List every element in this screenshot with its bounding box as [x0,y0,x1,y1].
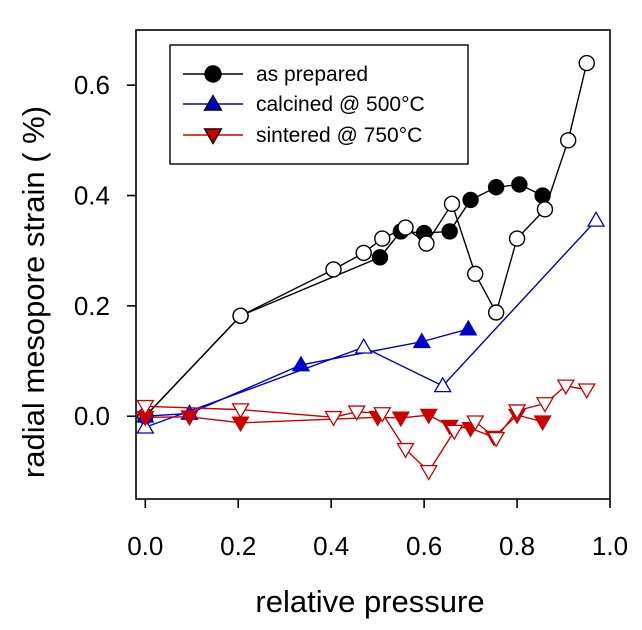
legend-marker [204,65,222,83]
legend-label: as prepared [256,63,368,86]
y-tick-label: 0.6 [74,70,110,100]
x-tick-label: 0.2 [220,531,256,561]
data-point-desorption [136,399,155,416]
data-point-desorption [559,132,577,149]
data-point-adsorption [533,415,552,432]
data-point-desorption [354,337,373,354]
data-point-desorption [324,410,343,427]
series-layer [136,54,606,481]
data-point-desorption [508,230,526,247]
x-tick-label: 0.4 [313,531,349,561]
series-line-desorption [145,385,587,473]
legend-label: sintered @ 750°C [256,124,422,147]
data-point-desorption [586,211,606,227]
data-point-desorption [466,415,485,432]
x-tick-label: 0.0 [127,531,163,561]
y-axis-ticks: 0.0 0.2 0.4 0.6 [74,70,136,431]
data-point-desorption [347,405,366,422]
data-point-adsorption [412,332,431,349]
data-point-adsorption [441,223,458,240]
data-point-desorption [536,201,554,218]
data-point-desorption [232,307,249,325]
data-point-desorption [535,397,555,413]
y-tick-label: 0.2 [74,291,110,321]
data-point-desorption [556,379,575,396]
data-point-adsorption [291,355,311,372]
data-point-desorption [325,261,342,278]
legend-marker [203,128,223,145]
series-line-desorption [145,219,597,428]
data-point-desorption [445,424,464,441]
y-tick-label: 0.4 [74,181,110,211]
data-point-desorption [373,407,392,423]
data-point-desorption [418,235,435,252]
x-axis-ticks: 0.0 0.2 0.4 0.6 0.8 1.0 [127,499,628,561]
series-line-adsorption [144,183,543,417]
series-3 [136,379,596,481]
data-point-desorption [374,230,391,247]
data-point-desorption [507,404,527,421]
data-point-desorption [578,54,595,72]
legend-box [169,44,469,165]
legend-label: calcined @ 500°C [256,93,425,116]
y-tick-label: 0.0 [74,401,110,431]
data-point-desorption [433,376,452,393]
data-point-desorption [487,304,505,321]
data-point-adsorption [419,408,438,425]
data-point-adsorption [371,249,389,266]
x-tick-label: 1.0 [592,531,628,561]
data-point-desorption [397,219,414,236]
legend-marker [203,94,223,111]
x-axis-title: relative pressure [255,584,484,619]
data-point-adsorption [534,187,551,204]
series-line-adsorption [145,414,543,439]
legend: as prepared calcined @ 500°C sintered @ 75… [169,44,469,165]
data-point-adsorption [231,416,250,433]
y-axis-title: radial mesopore strain ( %) [16,106,51,478]
data-point-desorption [355,244,372,262]
data-point-desorption [577,383,596,400]
data-point-desorption [396,442,415,459]
data-point-desorption [487,431,506,448]
x-tick-label: 0.6 [406,531,442,561]
data-point-adsorption [180,410,199,427]
data-point-desorption [419,465,438,481]
data-point-adsorption [487,179,505,196]
series-2 [136,211,606,434]
data-point-adsorption [462,191,479,209]
x-tick-label: 0.8 [499,531,535,561]
data-point-desorption [231,403,250,419]
data-point-desorption [467,265,484,283]
data-point-adsorption [391,411,411,428]
data-point-adsorption [511,176,528,193]
data-point-desorption [443,195,461,213]
plot-area [135,29,611,500]
data-point-adsorption [459,319,478,336]
